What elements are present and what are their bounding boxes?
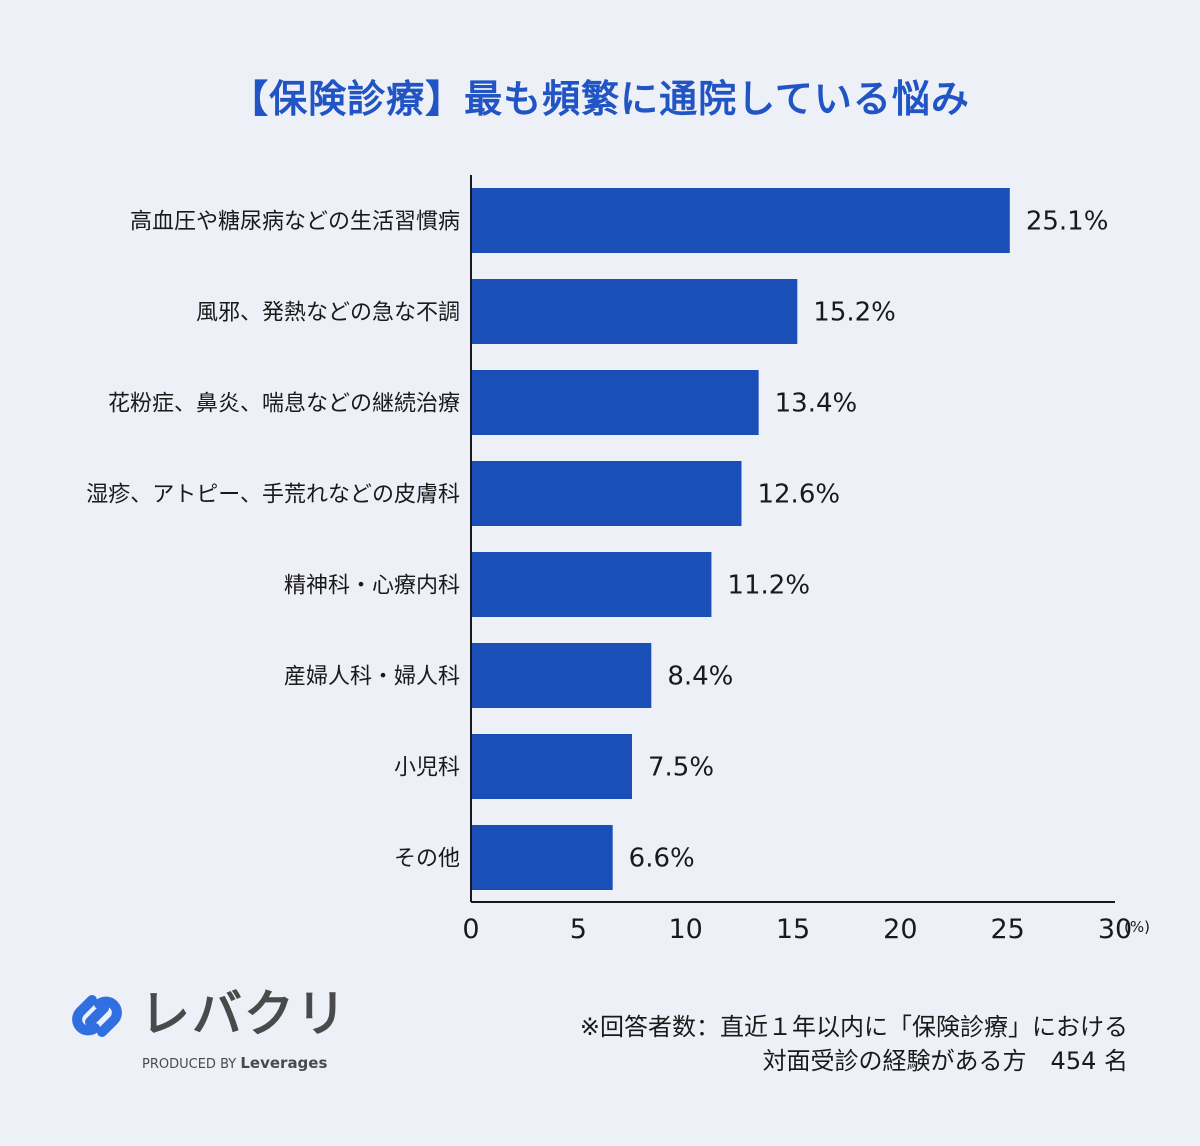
category-label-4: 精神科・心療内科	[284, 574, 460, 599]
x-tick-label-4: 20	[883, 914, 917, 945]
bar-3	[472, 461, 742, 526]
category-label-0: 高血圧や糖尿病などの生活習慣病	[130, 210, 460, 235]
category-label-6: 小児科	[394, 756, 460, 781]
category-label-2: 花粉症、鼻炎、喘息などの継続治療	[108, 392, 460, 417]
bar-7	[472, 825, 613, 890]
x-tick-label-2: 10	[668, 914, 702, 945]
link-chain-icon	[72, 995, 122, 1037]
x-tick-label-6: 30	[1098, 914, 1132, 945]
bar-0	[472, 188, 1010, 253]
bar-1	[472, 279, 798, 344]
x-unit-label: (%)	[1124, 918, 1150, 936]
logo-tagline: PRODUCED BY Leverages	[142, 1054, 327, 1072]
value-label-6: 7.5%	[648, 753, 714, 783]
value-label-2: 13.4%	[775, 389, 858, 419]
bars-group: 高血圧や糖尿病などの生活習慣病 25.1% 風邪、発熱などの急な不調 15.2% 花粉症…	[86, 188, 1108, 890]
x-tick-label-3: 15	[776, 914, 810, 945]
bar-chart: 高血圧や糖尿病などの生活習慣病 25.1% 風邪、発熱などの急な不調 15.2% 花粉症…	[86, 175, 1150, 945]
x-ticks-group: 0 5 10 15 20 25 30	[462, 914, 1132, 945]
bar-6	[472, 734, 632, 799]
value-label-5: 8.4%	[667, 662, 733, 692]
value-label-4: 11.2%	[727, 571, 810, 601]
x-tick-label-1: 5	[570, 914, 587, 945]
x-tick-label-0: 0	[462, 914, 479, 945]
category-label-1: 風邪、発熱などの急な不調	[196, 301, 460, 326]
note-line-1: ※回答者数：直近１年以内に「保険診療」における	[579, 1013, 1128, 1041]
bar-2	[472, 370, 759, 435]
respondent-note: ※回答者数：直近１年以内に「保険診療」における 対面受診の経験がある方 454 …	[580, 1010, 1128, 1078]
category-label-7: その他	[394, 847, 460, 872]
bar-4	[472, 552, 712, 617]
note-line-2: 対面受診の経験がある方 454 名	[762, 1047, 1128, 1075]
value-label-1: 15.2%	[813, 298, 896, 328]
value-label-7: 6.6%	[629, 844, 695, 874]
x-tick-label-5: 25	[990, 914, 1024, 945]
category-label-5: 産婦人科・婦人科	[284, 665, 460, 690]
chart-title: 【保険診療】最も頻繁に通院している悩み	[230, 77, 970, 121]
brand-logo: レバクリ PRODUCED BY Leverages	[58, 982, 348, 1077]
company-name: Leverages	[240, 1054, 328, 1072]
logo-wordmark: レバクリ	[140, 985, 348, 1043]
category-label-3: 湿疹、アトピー、手荒れなどの皮膚科	[86, 483, 460, 508]
value-label-3: 12.6%	[757, 480, 840, 510]
produced-by-text: PRODUCED BY	[142, 1057, 237, 1072]
value-label-0: 25.1%	[1026, 207, 1109, 237]
bar-5	[472, 643, 652, 708]
